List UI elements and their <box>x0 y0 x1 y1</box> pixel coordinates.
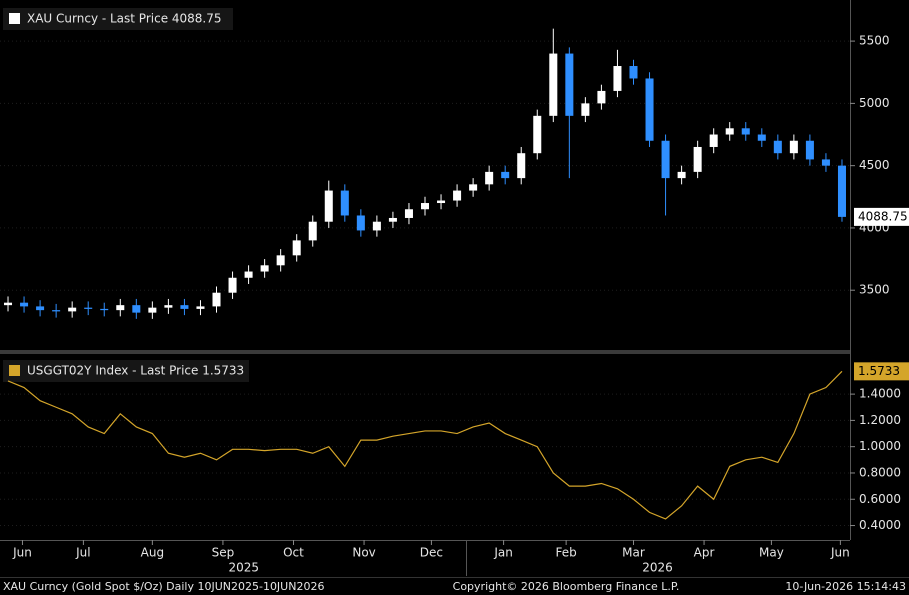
footer-left: XAU Curncy (Gold Spot $/Oz) Daily 10JUN2… <box>3 580 324 593</box>
footer-center: Copyright© 2026 Bloomberg Finance L.P. <box>453 580 680 593</box>
y-tick-label: 3500 <box>859 283 890 297</box>
candle-body <box>773 140 782 154</box>
candle-body <box>116 305 125 311</box>
candle-body <box>164 305 173 308</box>
x-tick-label: May <box>759 546 784 560</box>
candle-body <box>757 134 766 141</box>
candle-body <box>100 308 109 311</box>
candle-body <box>212 292 221 307</box>
candle-body <box>180 305 189 309</box>
candle-body <box>196 306 205 309</box>
candle-body <box>36 306 45 311</box>
candle-body <box>84 307 93 309</box>
last-price-tag <box>854 207 909 226</box>
y-tick-label: 5000 <box>859 96 890 110</box>
candle-body <box>132 305 141 313</box>
candle-body <box>565 53 574 116</box>
candle-body <box>581 103 590 116</box>
panel-divider <box>0 350 850 354</box>
y-tick-label: 1.0000 <box>859 439 901 453</box>
candle-body <box>68 307 77 312</box>
x-tick-label: Apr <box>694 546 715 560</box>
candle-body <box>693 146 702 172</box>
candle-body <box>789 140 798 154</box>
candle-body <box>533 115 542 154</box>
candle-body <box>661 140 670 179</box>
x-tick-label: Dec <box>420 546 443 560</box>
candle-body <box>52 310 61 312</box>
candle-body <box>228 277 237 293</box>
candle-body <box>292 240 301 256</box>
candle-body <box>501 171 510 179</box>
x-tick-label: Jul <box>75 546 90 560</box>
candle-body <box>741 128 750 135</box>
legend-box <box>3 360 249 382</box>
y-tick-label: 0.6000 <box>859 492 901 506</box>
candle-body <box>308 221 317 241</box>
candle-body <box>276 255 285 266</box>
candle-body <box>340 190 349 216</box>
candle-body <box>677 171 686 179</box>
y-tick-label: 0.4000 <box>859 518 901 532</box>
x-tick-label: Aug <box>141 546 164 560</box>
y-tick-label: 1.4000 <box>859 387 901 401</box>
candle-body <box>420 203 430 210</box>
x-tick-label: Jun <box>830 546 850 560</box>
candle-body <box>388 217 397 222</box>
candle-body <box>645 78 654 141</box>
candle-body <box>469 184 478 191</box>
candle-body <box>709 134 718 147</box>
candle-body <box>244 271 253 278</box>
x-tick-label: Feb <box>556 546 577 560</box>
x-tick-label: Nov <box>352 546 375 560</box>
candle-body <box>485 171 494 185</box>
candle-body <box>4 302 13 306</box>
candle-body <box>629 66 638 79</box>
y-tick-label: 1.2000 <box>859 413 901 427</box>
candle-body <box>324 190 333 222</box>
last-price-tag <box>854 362 909 381</box>
legend-label: XAU Curncy - Last Price 4088.75 <box>27 12 222 26</box>
year-label: 2026 <box>642 561 673 575</box>
candle-body <box>517 153 526 179</box>
candle-body <box>821 159 830 166</box>
x-tick-label: Sep <box>212 546 235 560</box>
legend-label: USGGT02Y Index - Last Price 1.5733 <box>27 364 244 378</box>
candle-body <box>453 190 462 201</box>
x-tick-label: Oct <box>283 546 304 560</box>
candle-body <box>356 215 365 231</box>
legend-box <box>3 8 233 30</box>
footer-right: 10-Jun-2026 15:14:43 <box>785 580 906 593</box>
y-tick-label: 4500 <box>859 158 890 172</box>
candle-body <box>404 209 413 218</box>
candle-body <box>372 221 381 231</box>
last-price-label: 4088.75 <box>858 209 908 223</box>
y-tick-label: 0.8000 <box>859 465 901 479</box>
candle-body <box>20 302 29 307</box>
candle-body <box>260 265 269 272</box>
candle-body <box>805 140 814 160</box>
candle-body <box>725 128 734 135</box>
candle-body <box>837 165 846 217</box>
candle-body <box>437 200 446 204</box>
line <box>7 370 843 520</box>
candle-body <box>613 66 622 91</box>
legend-swatch <box>9 365 20 376</box>
y-tick-label: 5500 <box>859 34 890 48</box>
x-tick-label: Mar <box>622 546 645 560</box>
x-tick-label: Jan <box>493 546 513 560</box>
x-tick-label: Jun <box>12 546 32 560</box>
legend-swatch <box>9 13 20 24</box>
candle-body <box>148 307 157 313</box>
candle-body <box>549 53 558 116</box>
year-label: 2025 <box>229 561 260 575</box>
candle-body <box>597 90 606 104</box>
last-price-label: 1.5733 <box>858 364 900 378</box>
